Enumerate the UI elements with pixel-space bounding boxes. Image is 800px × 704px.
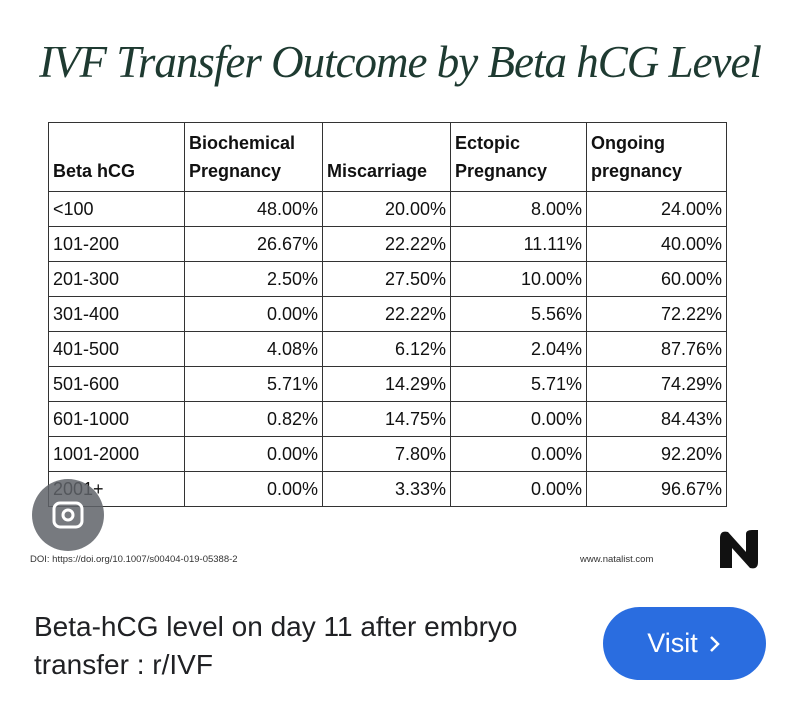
value-cell: 14.29% xyxy=(322,366,451,402)
value-cell: 4.08% xyxy=(184,331,323,367)
value-cell: 2.04% xyxy=(450,331,587,367)
header-cell: Biochemical Pregnancy xyxy=(184,122,323,192)
table-row: 101-200 26.67% 22.22% 11.11% 40.00% xyxy=(48,226,727,262)
value-cell: 0.00% xyxy=(450,471,587,507)
value-cell: 6.12% xyxy=(322,331,451,367)
table-row: 2001+0.00%3.33%0.00%96.67% xyxy=(48,471,727,507)
header-cell: Beta hCG xyxy=(48,122,185,192)
value-cell: 0.00% xyxy=(184,471,323,507)
table-row: 401-500 4.08% 6.12% 2.04% 87.76% xyxy=(48,331,727,367)
value-cell: 20.00% xyxy=(322,191,451,227)
value-cell: 0.00% xyxy=(450,436,587,472)
value-cell: 26.67% xyxy=(184,226,323,262)
value-cell: 84.43% xyxy=(586,401,727,437)
range-cell: 1001-2000 xyxy=(48,436,185,472)
value-cell: 40.00% xyxy=(586,226,727,262)
header-cell: Miscarriage xyxy=(322,122,451,192)
table-row: 201-300 2.50% 27.50% 10.00% 60.00% xyxy=(48,261,727,297)
value-cell: 87.76% xyxy=(586,331,727,367)
header-cell: Ectopic Pregnancy xyxy=(450,122,587,192)
value-cell: 27.50% xyxy=(322,261,451,297)
range-cell: 101-200 xyxy=(48,226,185,262)
table-row: 1001-2000 0.00% 7.80% 0.00% 92.20% xyxy=(48,436,727,472)
value-cell: 3.33% xyxy=(322,471,451,507)
value-cell: 22.22% xyxy=(322,296,451,332)
value-cell: 0.00% xyxy=(450,401,587,437)
result-caption[interactable]: Beta-hCG level on day 11 after embryo tr… xyxy=(34,611,518,680)
value-cell: 5.71% xyxy=(184,366,323,402)
table-row: 501-600 5.71% 14.29% 5.71% 74.29% xyxy=(48,366,727,402)
value-cell: 7.80% xyxy=(322,436,451,472)
value-cell: 24.00% xyxy=(586,191,727,227)
image-title: IVF Transfer Outcome by Beta hCG Level xyxy=(39,37,762,87)
value-cell: 0.00% xyxy=(184,436,323,472)
value-cell: 11.11% xyxy=(450,226,587,262)
value-cell: 48.00% xyxy=(184,191,323,227)
table-row: 601-1000 0.82% 14.75% 0.00% 84.43% xyxy=(48,401,727,437)
header-cell: Ongoing pregnancy xyxy=(586,122,727,192)
range-cell: 401-500 xyxy=(48,331,185,367)
range-cell: 501-600 xyxy=(48,366,185,402)
lens-button[interactable] xyxy=(32,479,104,551)
value-cell: 60.00% xyxy=(586,261,727,297)
value-cell: 8.00% xyxy=(450,191,587,227)
site-text: www.natalist.com xyxy=(580,554,654,565)
range-cell: 601-1000 xyxy=(48,401,185,437)
value-cell: 14.75% xyxy=(322,401,451,437)
value-cell: 2.50% xyxy=(184,261,323,297)
value-cell: 0.00% xyxy=(184,296,323,332)
value-cell: 5.71% xyxy=(450,366,587,402)
value-cell: 74.29% xyxy=(586,366,727,402)
value-cell: 92.20% xyxy=(586,436,727,472)
table-row: <100 48.00% 20.00% 8.00% 24.00% xyxy=(48,191,727,227)
value-cell: 96.67% xyxy=(586,471,727,507)
value-cell: 22.22% xyxy=(322,226,451,262)
range-cell: <100 xyxy=(48,191,185,227)
header-row: Beta hCG Biochemical Pregnancy Miscarriage… xyxy=(48,122,727,192)
table-row: 301-400 0.00% 22.22% 5.56% 72.22% xyxy=(48,296,727,332)
range-cell: 301-400 xyxy=(48,296,185,332)
value-cell: 10.00% xyxy=(450,261,587,297)
visit-button[interactable]: Visit xyxy=(603,607,766,680)
doi-text: DOI: https://doi.org/10.1007/s00404-019-… xyxy=(30,554,238,565)
outcome-table: Beta hCG Biochemical Pregnancy Miscarriage… xyxy=(48,122,727,507)
range-cell: 201-300 xyxy=(48,261,185,297)
brand-logo xyxy=(720,530,758,569)
chevron-icon xyxy=(709,635,720,652)
value-cell: 0.82% xyxy=(184,401,323,437)
value-cell: 5.56% xyxy=(450,296,587,332)
value-cell: 72.22% xyxy=(586,296,727,332)
visit-label: Visit xyxy=(647,628,698,658)
